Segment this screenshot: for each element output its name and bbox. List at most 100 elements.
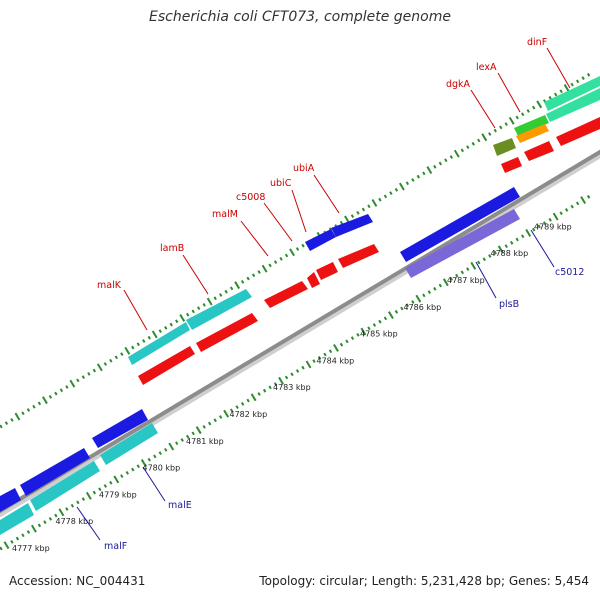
major-tick	[195, 426, 202, 435]
minor-tick	[504, 244, 508, 248]
minor-tick	[197, 306, 201, 311]
gene-ubiA-box[interactable]	[305, 229, 336, 251]
minor-tick	[0, 424, 3, 429]
minor-tick	[213, 418, 217, 423]
gene-dinF[interactable]	[546, 88, 600, 122]
minor-tick	[570, 204, 574, 209]
minor-tick	[295, 369, 300, 373]
major-tick	[415, 294, 422, 303]
label-malE: malE	[168, 500, 192, 511]
gene-red-6[interactable]	[556, 117, 600, 146]
minor-tick	[164, 325, 168, 330]
major-tick	[525, 229, 532, 237]
major-tick	[223, 409, 230, 418]
gene-malM[interactable]	[264, 281, 308, 308]
gene-blue-left-2[interactable]	[20, 448, 90, 496]
minor-tick	[427, 290, 432, 294]
gene-malF[interactable]	[0, 503, 34, 535]
gene-c5012-blue[interactable]	[400, 187, 520, 262]
minor-tick	[76, 378, 80, 383]
minor-tick	[81, 375, 86, 380]
minor-tick	[273, 382, 278, 387]
minor-tick	[416, 174, 421, 179]
gene-lexA-orange[interactable]	[516, 124, 549, 143]
gene-malE[interactable]	[30, 461, 100, 511]
minor-tick	[257, 270, 261, 274]
major-tick	[580, 196, 587, 205]
gene-red-5[interactable]	[524, 141, 554, 161]
gene-c5008[interactable]	[307, 272, 320, 288]
minor-tick	[548, 95, 552, 100]
minor-tick	[54, 391, 58, 396]
tick-label: 4789 kbp	[534, 222, 572, 231]
topology-summary: Topology: circular; Length: 5,231,428 bp…	[259, 574, 589, 588]
gene-dgkA[interactable]	[493, 138, 516, 156]
gene-ubiC[interactable]	[316, 262, 338, 280]
major-tick	[42, 396, 48, 405]
feature-track-forward-inner	[138, 117, 600, 385]
minor-tick	[350, 336, 355, 340]
minor-tick	[356, 210, 360, 215]
minor-tick	[532, 105, 536, 110]
major-tick	[69, 379, 76, 388]
gene-ubiA[interactable]	[331, 214, 373, 237]
minor-tick	[553, 92, 558, 97]
minor-tick	[218, 293, 223, 297]
minor-tick	[405, 303, 410, 308]
minor-tick	[521, 112, 525, 117]
minor-tick	[515, 237, 519, 242]
minor-tick	[136, 464, 140, 469]
label-c5008: c5008	[236, 192, 265, 203]
gene-malK[interactable]	[128, 322, 190, 365]
label-line-dinF	[546, 47, 571, 89]
gene-lexA[interactable]	[514, 115, 549, 136]
major-tick	[85, 491, 92, 500]
label-line-lexA	[497, 72, 521, 113]
major-tick	[497, 245, 504, 254]
gene-red-3[interactable]	[338, 244, 379, 268]
minor-tick	[21, 533, 25, 538]
minor-tick	[471, 141, 475, 146]
minor-tick	[224, 289, 228, 294]
minor-tick	[240, 279, 245, 284]
minor-tick	[394, 309, 399, 314]
gene-blue-left-1[interactable]	[0, 488, 21, 512]
gene-red-1[interactable]	[138, 346, 195, 385]
tick-label: 4786 kbp	[404, 303, 442, 312]
backbone-shadow	[0, 151, 600, 518]
minor-tick	[175, 319, 179, 324]
minor-tick	[4, 421, 9, 426]
minor-tick	[273, 260, 278, 265]
label-dinF: dinF	[527, 37, 547, 48]
minor-tick	[422, 171, 426, 176]
feature-track-forward-outer	[128, 76, 600, 365]
minor-tick	[339, 342, 344, 347]
gene-blue-left-3[interactable]	[92, 409, 148, 448]
minor-tick	[361, 207, 366, 212]
label-ubiA: ubiA	[293, 163, 315, 174]
gene-red-2[interactable]	[196, 313, 258, 352]
major-tick	[289, 248, 295, 257]
gene-dinF-2[interactable]	[544, 76, 600, 111]
major-tick	[96, 363, 103, 372]
gene-red-4[interactable]	[501, 157, 522, 173]
minor-tick	[482, 257, 486, 262]
minor-tick	[367, 204, 371, 209]
minor-tick	[48, 516, 53, 521]
minor-tick	[54, 513, 58, 518]
major-tick	[552, 212, 559, 221]
minor-tick	[367, 326, 371, 331]
gene-lamB[interactable]	[186, 289, 252, 330]
minor-tick	[356, 332, 360, 337]
minor-tick	[559, 211, 563, 216]
minor-tick	[339, 220, 344, 225]
gene-cyan-rev-3[interactable]	[100, 423, 158, 465]
minor-tick	[477, 260, 481, 265]
gene-plsB[interactable]	[405, 209, 520, 278]
tick-label: 4781 kbp	[186, 437, 224, 446]
minor-tick	[235, 405, 239, 410]
tick-label: 4782 kbp	[230, 410, 268, 419]
minor-tick	[202, 424, 206, 429]
minor-tick	[477, 138, 481, 143]
minor-tick	[136, 342, 140, 347]
